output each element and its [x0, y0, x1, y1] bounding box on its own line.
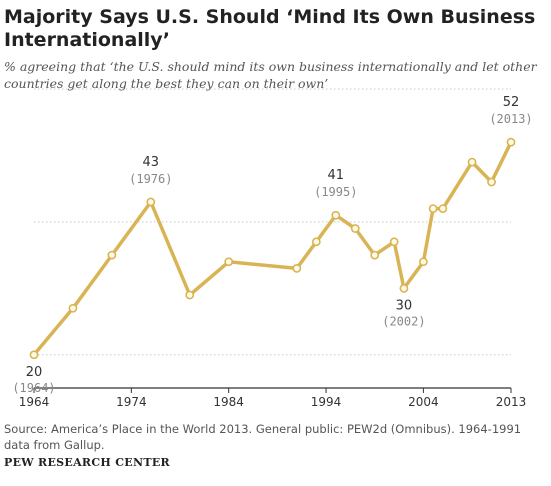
x-tick-label-1: 1974: [116, 395, 147, 409]
x-tick-label-0: 1964: [19, 395, 50, 409]
data-point-2005: [428, 204, 438, 213]
data-point-2004: [418, 257, 428, 267]
data-point-1991: [292, 263, 302, 273]
annotation-value-4: 52: [503, 95, 520, 110]
annotation-value-1: 43: [143, 155, 160, 170]
annotation-year-3: (2002): [382, 314, 425, 328]
data-point-1993: [311, 237, 321, 247]
data-point-1999: [370, 250, 380, 260]
chart-subtitle: % agreeing that ‘the U.S. should mind it…: [4, 59, 537, 91]
data-point-1972: [107, 250, 117, 260]
annotation-year-4: (2013): [489, 112, 532, 126]
annotation-value-2: 41: [328, 168, 345, 183]
data-point-1964: [29, 350, 39, 360]
data-point-2011: [487, 177, 496, 187]
brand-label: PEW RESEARCH CENTER: [4, 456, 170, 469]
annotation-value-0: 20: [26, 365, 43, 380]
annotation-year-2: (1995): [314, 185, 357, 199]
source-note: Source: America’s Place in the World 201…: [4, 422, 522, 452]
data-point-1980: [185, 290, 195, 300]
chart-title: Majority Says U.S. Should ‘Mind Its Own …: [4, 6, 536, 51]
series-line: [32, 140, 513, 357]
data-point-2002: [399, 283, 409, 293]
x-tick-label-4: 2004: [408, 395, 439, 409]
data-point-1984: [224, 257, 234, 267]
data-point-2009: [467, 157, 477, 167]
annotation-value-3: 30: [396, 298, 413, 313]
x-tick-label-3: 1994: [311, 395, 342, 409]
annotation-year-1: (1976): [129, 172, 172, 186]
annotation-year-0: (1964): [12, 381, 55, 395]
data-point-1968: [68, 303, 78, 313]
data-point-2001: [389, 237, 399, 247]
data-point-2013: [506, 137, 516, 147]
data-point-1976: [146, 197, 156, 207]
data-point-2006: [438, 204, 448, 213]
data-point-1997: [350, 224, 360, 233]
data-point-1995: [331, 210, 341, 220]
x-tick-label-5: 2013: [496, 395, 527, 409]
x-tick-label-2: 1984: [213, 395, 244, 409]
